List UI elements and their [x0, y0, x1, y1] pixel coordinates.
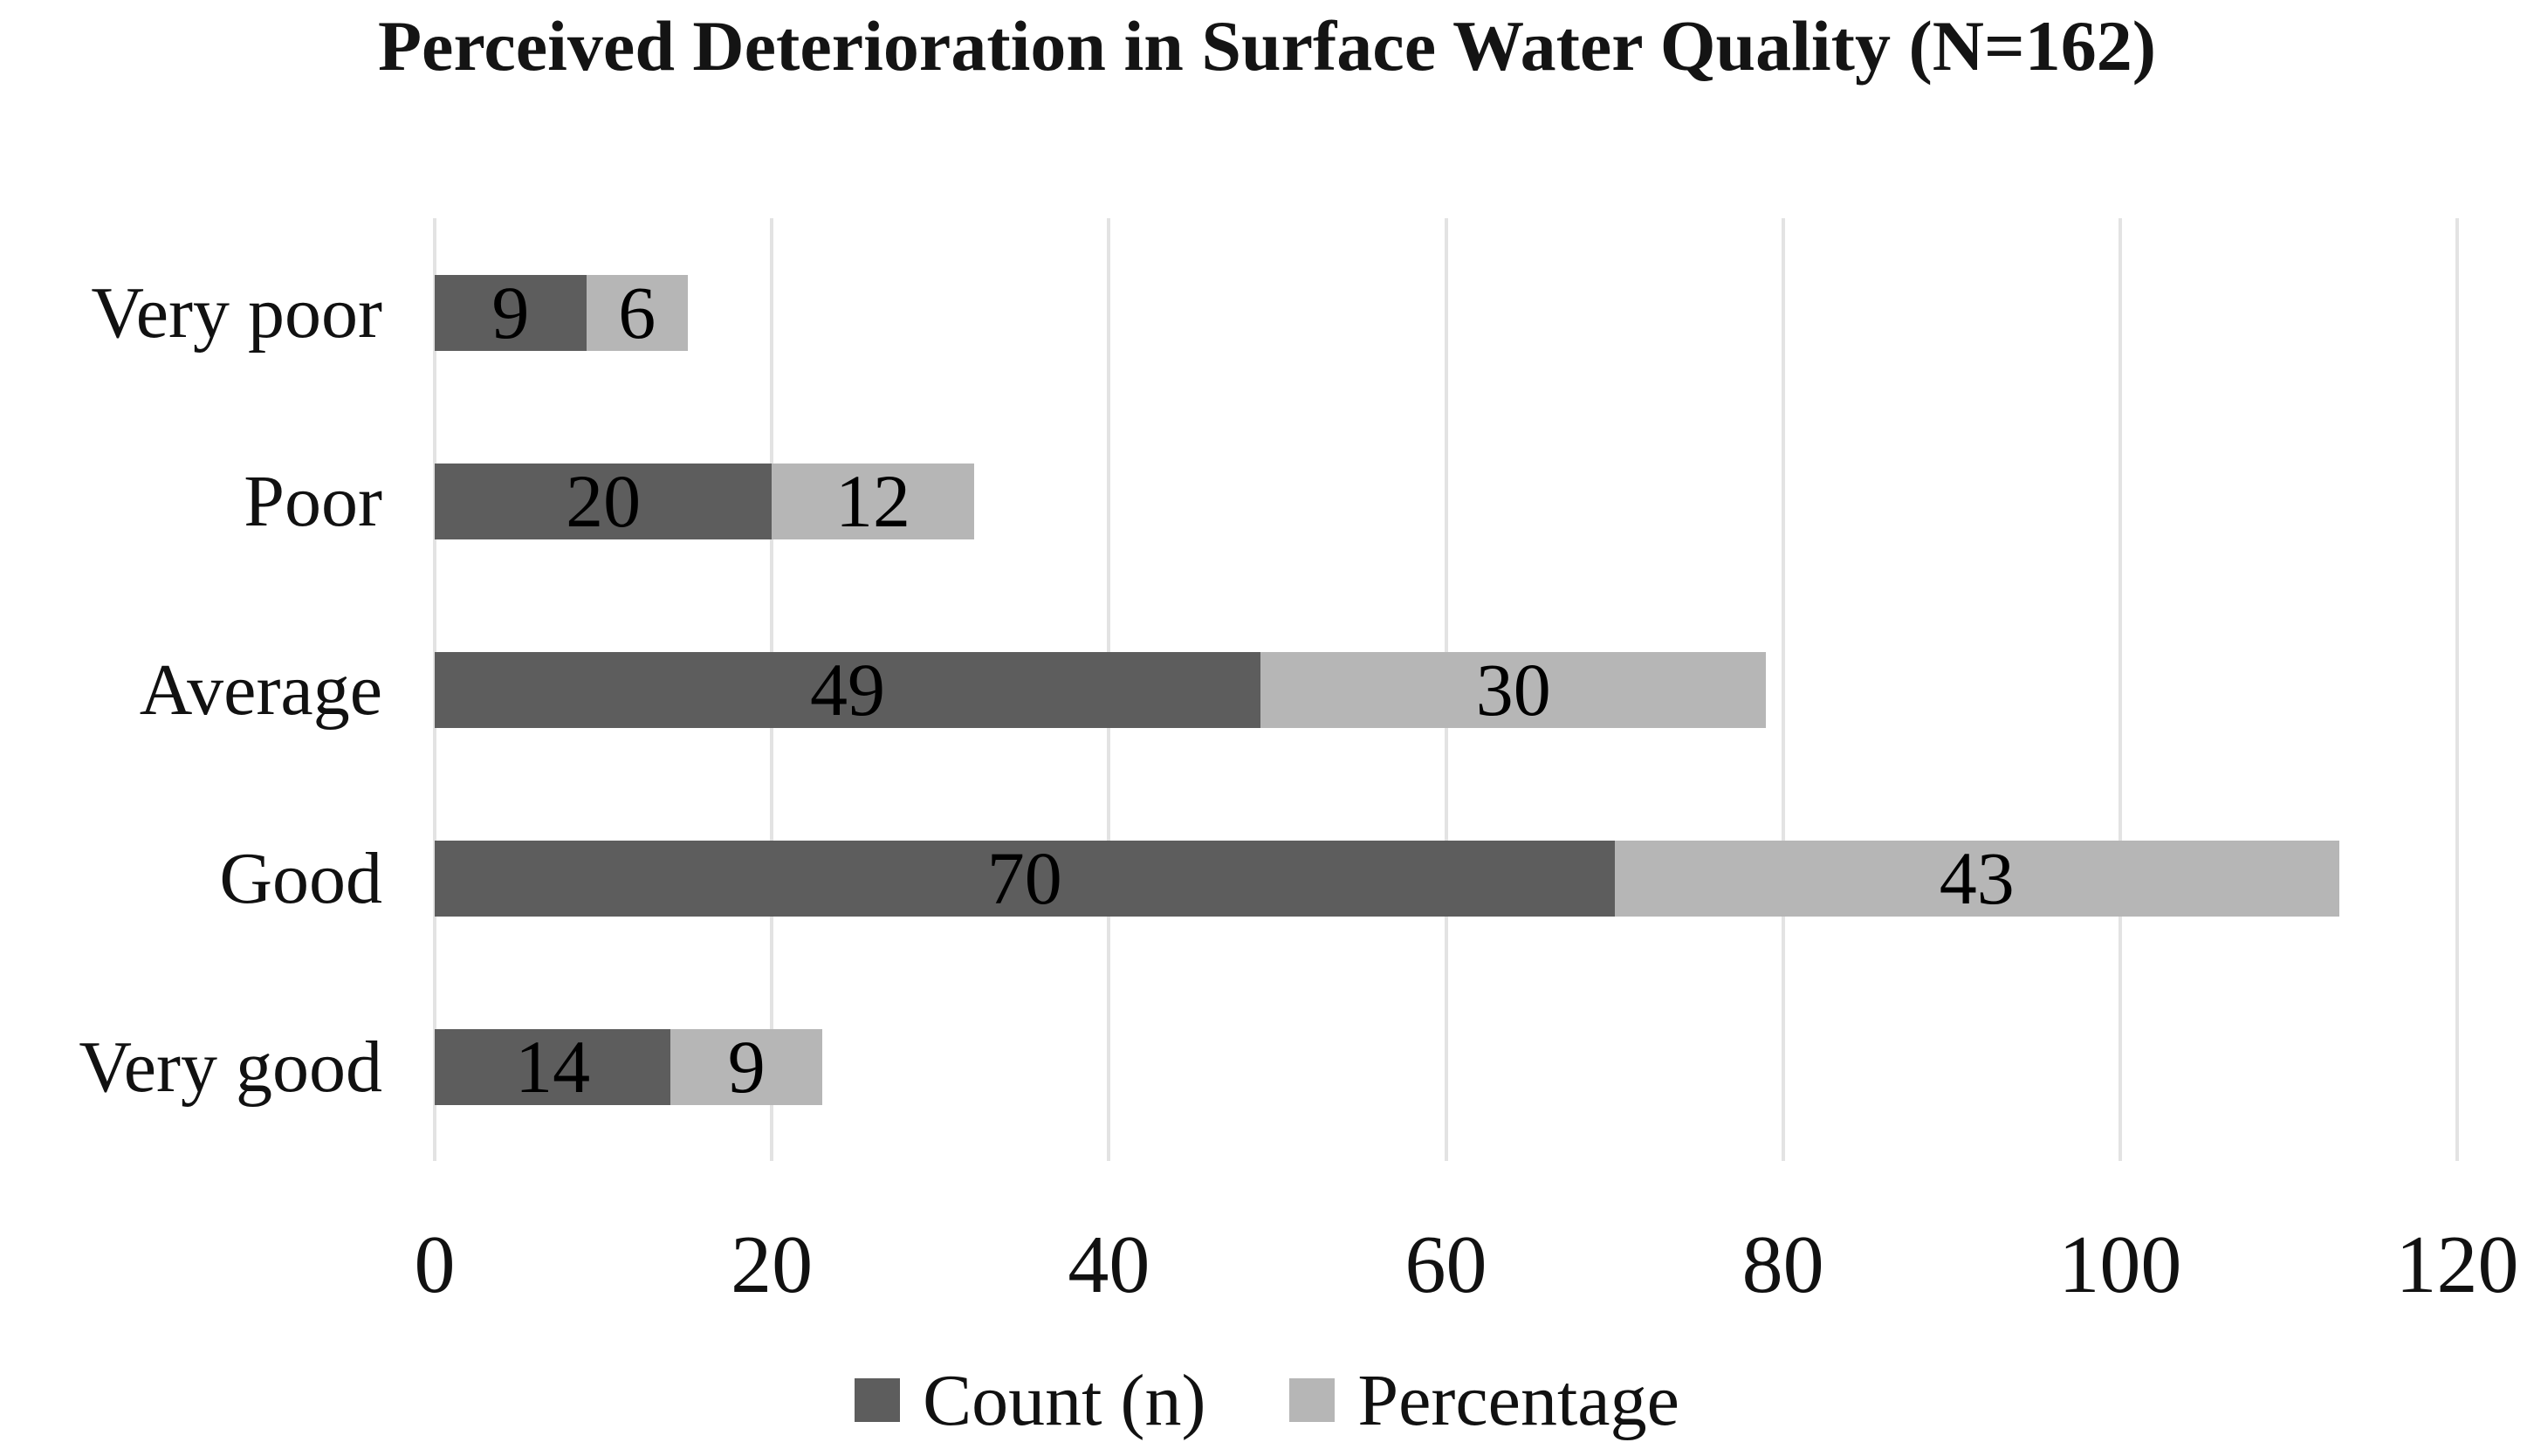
gridline-x-120	[2455, 218, 2459, 1161]
bar-value-label: 30	[1475, 648, 1551, 731]
category-label-average: Average	[139, 649, 382, 731]
legend-label-count-n: Count (n)	[923, 1359, 1206, 1441]
x-tick-label-0: 0	[414, 1219, 456, 1310]
legend-swatch-percentage	[1289, 1378, 1336, 1422]
x-tick-label-60: 60	[1404, 1219, 1487, 1310]
bar-segment-percentage-average: 30	[1260, 648, 1767, 731]
category-label-very-poor: Very poor	[91, 271, 382, 354]
bar-value-label: 14	[515, 1025, 591, 1109]
plot-area: 9 6 20 12 49 30 70 43 14 9	[433, 218, 2459, 1161]
bar-value-label: 9	[727, 1025, 766, 1109]
legend-item-count-n: Count (n)	[855, 1358, 1205, 1443]
gridline-x-100	[2118, 218, 2122, 1161]
bar-value-label: 9	[491, 271, 530, 354]
bar-segment-count-n-good: 70	[435, 836, 1615, 920]
x-tick-label-40: 40	[1068, 1219, 1150, 1310]
gridline-x-80	[1781, 218, 1785, 1161]
legend: Count (n) Percentage	[0, 1351, 2534, 1449]
x-tick-label-100: 100	[2058, 1219, 2182, 1310]
x-tick-label-20: 20	[731, 1219, 814, 1310]
bar-segment-count-n-average: 49	[435, 648, 1261, 731]
bar-row-average: 49 30	[435, 595, 2457, 784]
legend-swatch-count-n	[855, 1378, 901, 1422]
category-label-good: Good	[219, 837, 382, 919]
bar-value-label: 49	[810, 648, 886, 731]
bar-row-good: 70 43	[435, 784, 2457, 972]
chart-title: Perceived Deterioration in Surface Water…	[377, 6, 2157, 86]
bar-row-poor: 20 12	[435, 407, 2457, 595]
category-label-poor: Poor	[244, 460, 382, 542]
x-tick-label-120: 120	[2395, 1219, 2519, 1310]
bar-value-label: 20	[566, 459, 642, 543]
category-label-very-good: Very good	[79, 1026, 382, 1108]
bar-segment-count-n-very-good: 14	[435, 1025, 671, 1109]
bar-segment-percentage-very-poor: 6	[586, 271, 688, 354]
bar-value-label: 12	[835, 459, 910, 543]
category-axis: Very poor Poor Average Good Very good	[0, 218, 382, 1161]
bar-segment-percentage-very-good: 9	[670, 1025, 823, 1109]
bar-value-label: 6	[618, 271, 656, 354]
x-tick-label-80: 80	[1741, 1219, 1824, 1310]
legend-item-percentage: Percentage	[1289, 1358, 1679, 1443]
bar-segment-percentage-poor: 12	[772, 459, 974, 543]
legend-label-percentage: Percentage	[1357, 1359, 1679, 1441]
bar-segment-count-n-poor: 20	[435, 459, 773, 543]
bar-value-label: 70	[986, 836, 1062, 920]
bar-rows: 9 6 20 12 49 30 70 43 14 9	[435, 218, 2457, 1161]
bar-row-very-good: 14 9	[435, 972, 2457, 1161]
bar-value-label: 43	[1939, 836, 2015, 920]
bar-segment-count-n-very-poor: 9	[435, 271, 587, 354]
x-axis: 0 20 40 60 80 100 120	[415, 1208, 2519, 1313]
bar-segment-percentage-good: 43	[1614, 836, 2339, 920]
